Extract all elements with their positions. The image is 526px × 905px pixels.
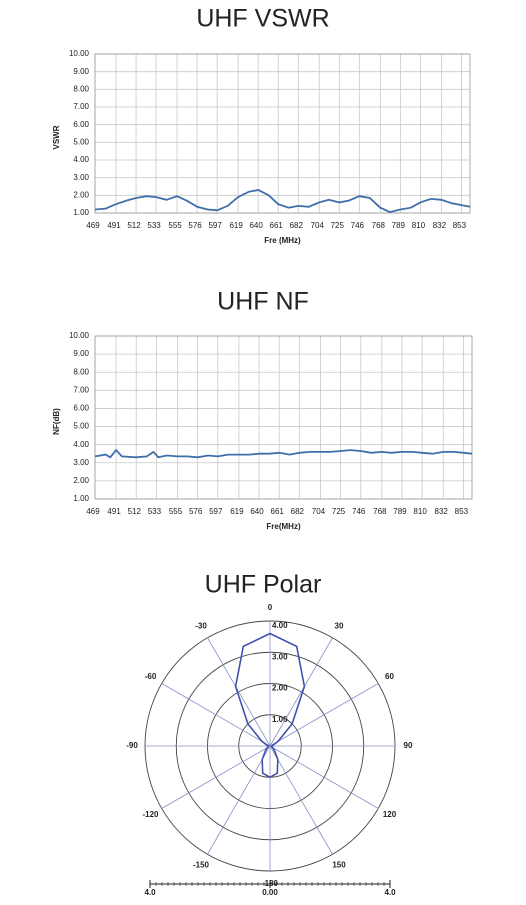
r-tick-label: 2.00 bbox=[272, 684, 288, 693]
angle-label: 60 bbox=[385, 672, 394, 681]
x-tick-label: 853 bbox=[453, 221, 467, 230]
x-tick-label: 810 bbox=[413, 507, 427, 516]
y-tick-label: 1.00 bbox=[73, 494, 89, 503]
x-tick-label: 597 bbox=[208, 221, 222, 230]
grid-spoke bbox=[161, 745, 271, 809]
x-tick-label: 533 bbox=[148, 507, 162, 516]
x-tick-label: 512 bbox=[128, 507, 142, 516]
y-tick-label: 8.00 bbox=[73, 367, 89, 376]
x-tick-label: 832 bbox=[433, 221, 447, 230]
x-tick-label: 576 bbox=[189, 507, 203, 516]
x-tick-label: 597 bbox=[209, 507, 223, 516]
x-tick-label: 555 bbox=[168, 221, 182, 230]
r-tick-label: 4.00 bbox=[272, 621, 288, 630]
x-tick-label: 491 bbox=[107, 507, 121, 516]
angle-label: -150 bbox=[193, 861, 210, 870]
x-tick-label: 832 bbox=[435, 507, 449, 516]
x-tick-label: 512 bbox=[127, 221, 141, 230]
x-tick-label: 469 bbox=[86, 507, 100, 516]
grid-spoke bbox=[161, 683, 271, 747]
angle-label: 150 bbox=[332, 861, 346, 870]
y-tick-label: 8.00 bbox=[73, 84, 89, 93]
x-tick-label: 853 bbox=[455, 507, 469, 516]
x-tick-label: 640 bbox=[250, 507, 264, 516]
grid-spoke bbox=[269, 637, 333, 747]
x-tick-label: 576 bbox=[188, 221, 202, 230]
y-tick-label: 4.00 bbox=[73, 155, 89, 164]
y-axis-title: NF(dB) bbox=[52, 408, 61, 435]
r-tick-label: 1.00 bbox=[272, 715, 288, 724]
y-tick-label: 10.00 bbox=[69, 331, 90, 340]
scale-label: 0.00 bbox=[262, 888, 278, 897]
grid-spoke bbox=[269, 683, 379, 747]
x-tick-label: 746 bbox=[351, 221, 365, 230]
grid-spoke bbox=[207, 637, 271, 747]
angle-label: 90 bbox=[404, 741, 413, 750]
chart-title: UHF VSWR bbox=[196, 5, 329, 33]
x-tick-label: 768 bbox=[373, 507, 387, 516]
chart-title: UHF Polar bbox=[205, 571, 322, 599]
x-tick-label: 682 bbox=[290, 221, 304, 230]
x-tick-label: 789 bbox=[393, 507, 407, 516]
x-tick-label: 619 bbox=[230, 507, 244, 516]
y-tick-label: 9.00 bbox=[73, 349, 89, 358]
y-tick-label: 3.00 bbox=[73, 458, 89, 467]
angle-label: -120 bbox=[142, 810, 159, 819]
y-axis-title: VSWR bbox=[52, 125, 61, 149]
x-tick-label: 725 bbox=[331, 221, 345, 230]
grid-spoke bbox=[269, 745, 333, 855]
chart-title: UHF NF bbox=[217, 288, 309, 316]
y-tick-label: 5.00 bbox=[73, 422, 89, 431]
plot-frame bbox=[94, 53, 471, 214]
data-line bbox=[94, 189, 471, 214]
y-tick-label: 4.00 bbox=[73, 440, 89, 449]
y-tick-label: 5.00 bbox=[73, 137, 89, 146]
scale-label: 4.0 bbox=[144, 888, 156, 897]
x-tick-label: 555 bbox=[169, 507, 183, 516]
angle-label: -60 bbox=[145, 672, 157, 681]
x-tick-label: 533 bbox=[147, 221, 161, 230]
x-tick-label: 491 bbox=[107, 221, 121, 230]
x-tick-label: 661 bbox=[271, 507, 285, 516]
x-tick-label: 682 bbox=[291, 507, 305, 516]
pattern-line bbox=[234, 632, 306, 778]
y-tick-label: 7.00 bbox=[73, 102, 89, 111]
data-line bbox=[94, 448, 473, 459]
grid-spoke bbox=[207, 745, 271, 855]
y-tick-label: 2.00 bbox=[73, 190, 89, 199]
scale-label: 4.0 bbox=[384, 888, 396, 897]
y-tick-label: 1.00 bbox=[73, 208, 89, 217]
angle-label: -90 bbox=[126, 741, 138, 750]
x-tick-label: 768 bbox=[372, 221, 386, 230]
r-tick-label: 3.00 bbox=[272, 652, 288, 661]
y-tick-label: 7.00 bbox=[73, 385, 89, 394]
x-tick-label: 746 bbox=[352, 507, 366, 516]
y-tick-label: 9.00 bbox=[73, 67, 89, 76]
x-tick-label: 810 bbox=[412, 221, 426, 230]
x-axis-title: Fre(MHz) bbox=[266, 522, 301, 531]
x-tick-label: 725 bbox=[332, 507, 346, 516]
y-tick-label: 3.00 bbox=[73, 173, 89, 182]
y-tick-label: 10.00 bbox=[69, 49, 90, 58]
y-tick-label: 6.00 bbox=[73, 404, 89, 413]
plot-frame bbox=[94, 335, 473, 500]
x-tick-label: 704 bbox=[312, 507, 326, 516]
x-axis-title: Fre (MHz) bbox=[264, 236, 301, 245]
angle-label: 0 bbox=[268, 603, 273, 612]
x-tick-label: 661 bbox=[270, 221, 284, 230]
grid-spoke bbox=[269, 745, 379, 809]
x-tick-label: 704 bbox=[311, 221, 325, 230]
angle-label: 120 bbox=[383, 810, 397, 819]
x-tick-label: 789 bbox=[392, 221, 406, 230]
x-tick-label: 640 bbox=[249, 221, 263, 230]
y-tick-label: 2.00 bbox=[73, 476, 89, 485]
angle-label: 30 bbox=[335, 622, 344, 631]
angle-label: -30 bbox=[195, 622, 207, 631]
x-tick-label: 619 bbox=[229, 221, 243, 230]
y-tick-label: 6.00 bbox=[73, 120, 89, 129]
x-tick-label: 469 bbox=[86, 221, 100, 230]
